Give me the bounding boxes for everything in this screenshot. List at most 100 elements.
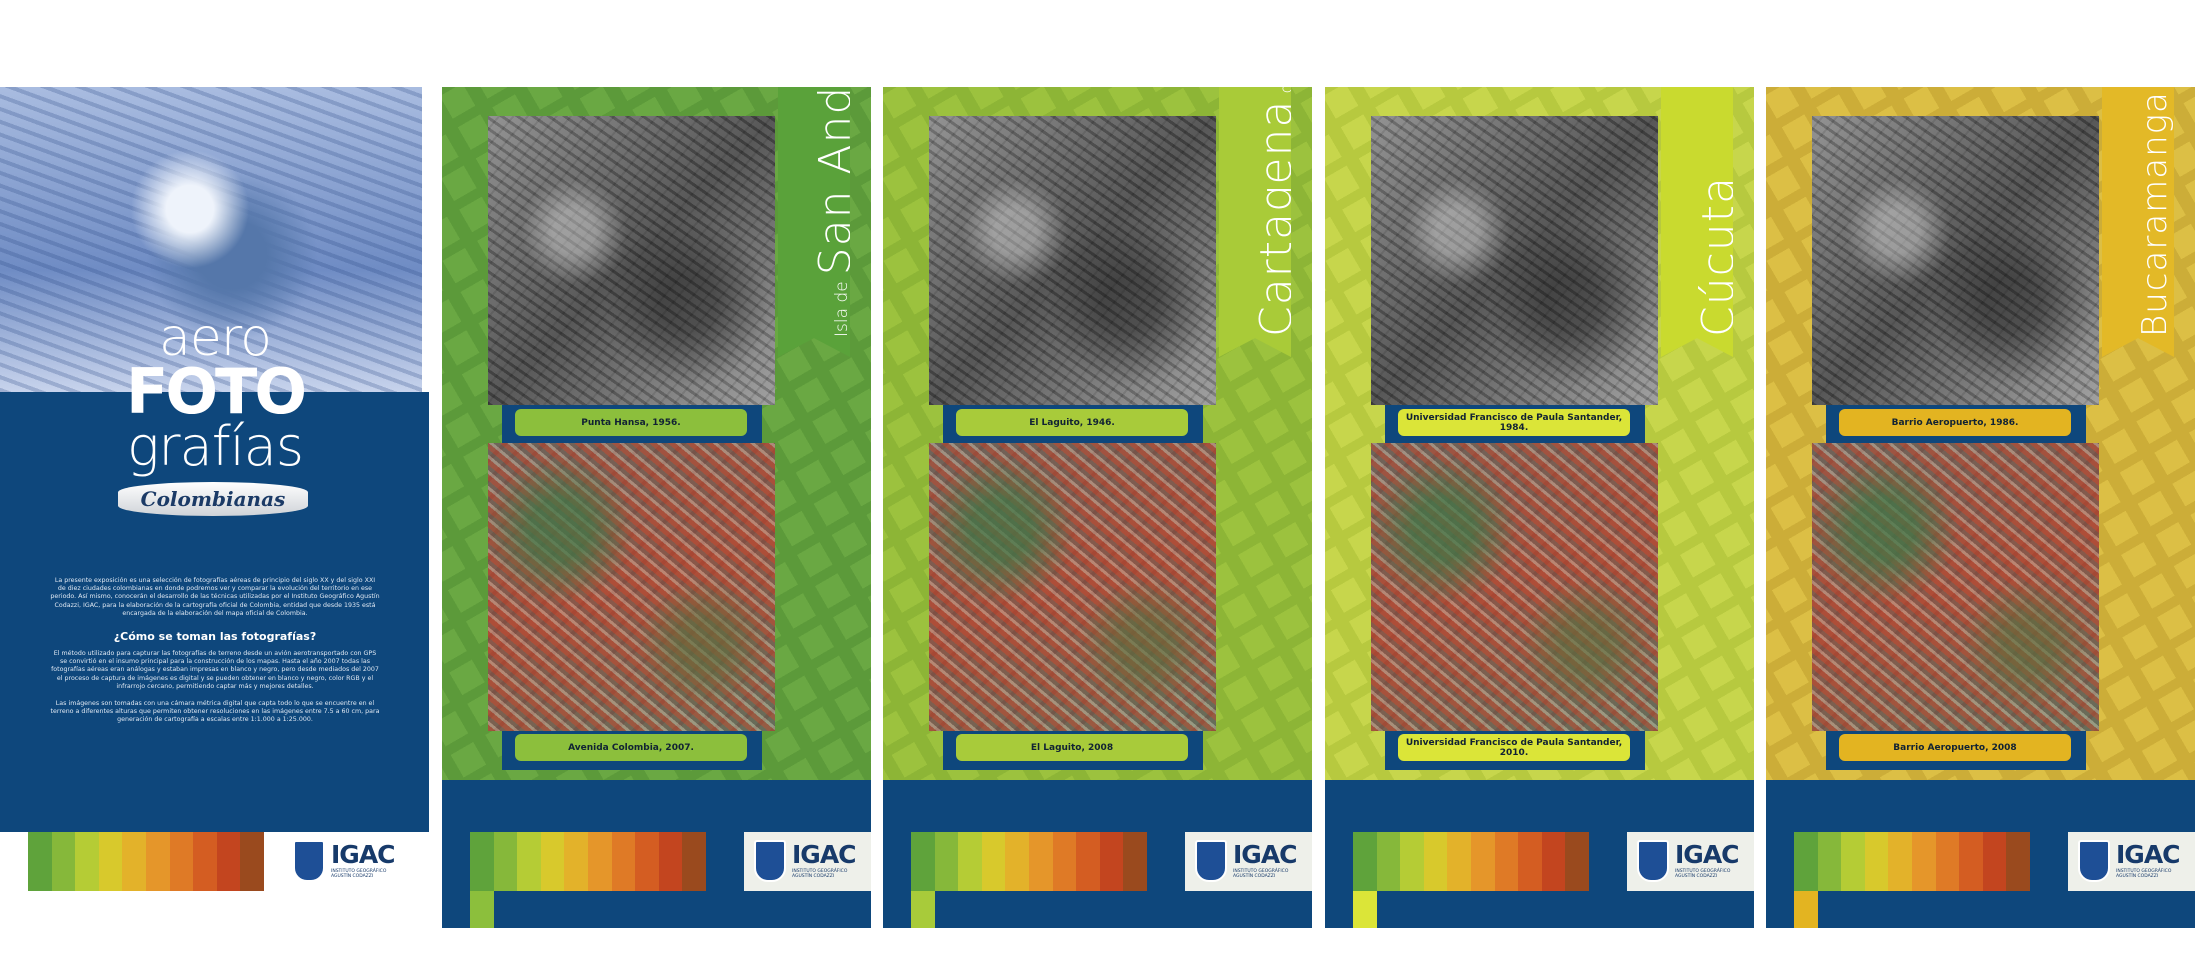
caption-old: El Laguito, 1946.: [956, 409, 1188, 436]
photo-new: [488, 443, 775, 731]
photo-new: [1371, 443, 1658, 731]
color-swatch: [1470, 832, 1495, 891]
strip-tail: [1353, 891, 1377, 928]
color-swatch: [75, 832, 99, 891]
color-swatch: [51, 832, 76, 891]
logo-subtitle: INSTITUTO GEOGRÁFICO AGUSTÍN CODAZZI: [2116, 869, 2172, 879]
color-swatch: [1817, 832, 1842, 891]
logo-name: IGAC: [2116, 840, 2181, 869]
color-swatch: [587, 832, 612, 891]
color-swatch: [1376, 832, 1401, 891]
igac-logo: IGAC INSTITUTO GEOGRÁFICO AGUSTÍN CODAZZI: [744, 832, 871, 891]
color-swatch: [240, 832, 264, 891]
logo-shield: [1195, 840, 1227, 882]
color-strip: [1353, 832, 1589, 891]
color-swatch: [517, 832, 541, 891]
color-swatch: [911, 832, 935, 891]
color-swatch: [1028, 832, 1053, 891]
intro-title: aero FOTO grafías: [100, 312, 330, 552]
caption-new: Barrio Aeropuerto, 2008: [1839, 734, 2071, 761]
color-swatch: [658, 832, 683, 891]
color-strip: [28, 832, 264, 891]
color-swatch: [1794, 832, 1818, 891]
logo-shield: [2078, 840, 2110, 882]
color-strip: [470, 832, 706, 891]
logo-subtitle: INSTITUTO GEOGRÁFICO AGUSTÍN CODAZZI: [792, 869, 848, 879]
color-swatch: [1935, 832, 1960, 891]
color-swatch: [122, 832, 146, 891]
color-swatch: [1982, 832, 2007, 891]
intro-panel: aero FOTO grafías Colombianas La presente ex…: [0, 87, 429, 928]
logo-name: IGAC: [792, 840, 857, 869]
color-swatch: [1494, 832, 1519, 891]
color-swatch: [635, 832, 659, 891]
color-swatch: [216, 832, 241, 891]
igac-logo: IGAC INSTITUTO GEOGRÁFICO AGUSTÍN CODAZZI: [283, 832, 410, 891]
city-panel: Universidad Francisco de Paula Santander…: [1325, 87, 1754, 928]
color-swatch: [1864, 832, 1889, 891]
logo-subtitle: INSTITUTO GEOGRÁFICO AGUSTÍN CODAZZI: [1675, 869, 1731, 879]
color-swatch: [1518, 832, 1542, 891]
color-swatch: [1959, 832, 1983, 891]
intro-paragraph: El método utilizado para capturar las fo…: [51, 650, 379, 690]
strip-tail: [1794, 891, 1818, 928]
city-ribbon: Bucaramanga: [2102, 87, 2174, 357]
intro-heading: ¿Cómo se toman las fotografías?: [113, 630, 317, 643]
city-panel: Barrio Aeropuerto, 1986. Barrio Aeropuert…: [1766, 87, 2195, 928]
city-suffix: de Indias: [1277, 87, 1291, 94]
city-ribbon: Cartagenade Indias: [1219, 87, 1291, 357]
color-swatch: [1423, 832, 1448, 891]
city-name: Cúcuta: [1693, 176, 1744, 337]
color-swatch: [1841, 832, 1865, 891]
color-swatch: [1400, 832, 1424, 891]
city-name: San Andrés: [810, 87, 861, 276]
color-swatch: [1005, 832, 1029, 891]
city-ribbon: Cúcuta: [1661, 87, 1733, 357]
color-swatch: [145, 832, 170, 891]
color-strip: [1794, 832, 2030, 891]
logo-shield: [1637, 840, 1669, 882]
caption-old: Punta Hansa, 1956.: [515, 409, 747, 436]
logo-subtitle: INSTITUTO GEOGRÁFICO AGUSTÍN CODAZZI: [1233, 869, 1289, 879]
color-swatch: [493, 832, 518, 891]
color-swatch: [1888, 832, 1912, 891]
igac-logo: IGAC INSTITUTO GEOGRÁFICO AGUSTÍN CODAZZI: [1627, 832, 1754, 891]
color-swatch: [1565, 832, 1589, 891]
caption-new: Universidad Francisco de Paula Santander…: [1398, 734, 1630, 761]
color-swatch: [540, 832, 565, 891]
caption-old: Universidad Francisco de Paula Santander…: [1398, 409, 1630, 436]
color-swatch: [1099, 832, 1124, 891]
ribbon-text: Isla de San Andrés: [810, 87, 861, 337]
color-swatch: [981, 832, 1006, 891]
city-name: Cartagena: [1251, 99, 1302, 337]
color-swatch: [98, 832, 123, 891]
photo-old: [929, 116, 1216, 405]
intro-paragraph: La presente exposición es una selección …: [50, 577, 380, 617]
photo-old: [1812, 116, 2099, 405]
logo-name: IGAC: [331, 840, 396, 869]
color-swatch: [193, 832, 217, 891]
city-ribbon: Isla de San Andrés: [778, 87, 850, 357]
intro-blue: [0, 392, 429, 832]
city-panel: El Laguito, 1946. El Laguito, 2008 Cartage…: [883, 87, 1312, 928]
photo-old: [488, 116, 775, 405]
color-swatch: [1052, 832, 1077, 891]
caption-old: Barrio Aeropuerto, 1986.: [1839, 409, 2071, 436]
ribbon-text: Bucaramanga: [2135, 91, 2175, 337]
logo-subtitle: INSTITUTO GEOGRÁFICO AGUSTÍN CODAZZI: [331, 869, 387, 879]
logo-name: IGAC: [1233, 840, 1298, 869]
logo-shield: [754, 840, 786, 882]
color-swatch: [934, 832, 959, 891]
color-swatch: [564, 832, 588, 891]
logo-shield: [293, 840, 325, 882]
title-line: FOTO: [125, 355, 307, 428]
color-swatch: [28, 832, 52, 891]
color-swatch: [958, 832, 982, 891]
color-swatch: [611, 832, 636, 891]
title-line: aero: [159, 308, 272, 368]
intro-paragraph: Las imágenes son tomadas con una cámara …: [50, 700, 380, 724]
city-name: Bucaramanga: [2135, 91, 2175, 337]
title-line: grafías: [127, 415, 304, 478]
